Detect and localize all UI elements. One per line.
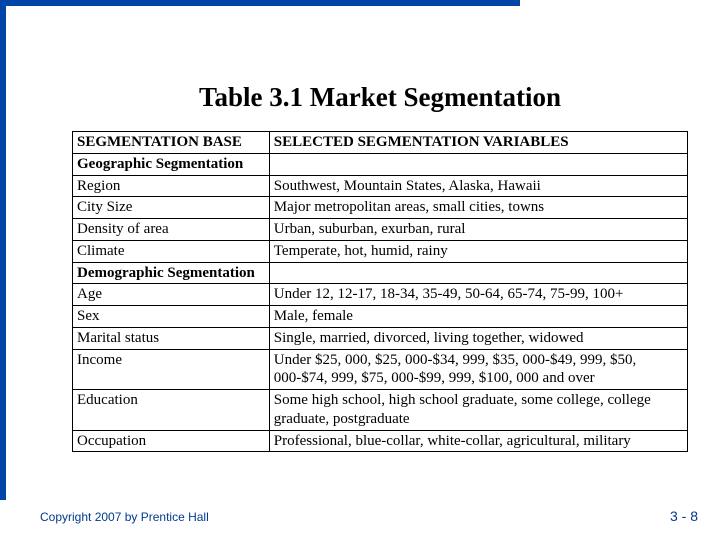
cell-base: Climate	[73, 240, 270, 262]
page-number: 3 - 8	[670, 508, 698, 524]
segmentation-table: SEGMENTATION BASESELECTED SEGMENTATION V…	[72, 131, 688, 452]
cell-base: Demographic Segmentation	[73, 262, 270, 284]
copyright-text: Copyright 2007 by Prentice Hall	[40, 510, 209, 524]
cell-base: Occupation	[73, 430, 270, 452]
cell-base: Marital status	[73, 327, 270, 349]
cell-vars	[269, 153, 687, 175]
table-row: City SizeMajor metropolitan areas, small…	[73, 197, 688, 219]
cell-base: Age	[73, 284, 270, 306]
cell-vars: Urban, suburban, exurban, rural	[269, 219, 687, 241]
cell-vars: Southwest, Mountain States, Alaska, Hawa…	[269, 175, 687, 197]
cell-base: Region	[73, 175, 270, 197]
cell-vars: Professional, blue-collar, white-collar,…	[269, 430, 687, 452]
cell-base: City Size	[73, 197, 270, 219]
cell-vars: Temperate, hot, humid, rainy	[269, 240, 687, 262]
slide-title: Table 3.1 Market Segmentation	[72, 82, 688, 113]
cell-base: Education	[73, 390, 270, 431]
table-row: SexMale, female	[73, 306, 688, 328]
decor-bar-left	[0, 0, 6, 500]
cell-vars: SELECTED SEGMENTATION VARIABLES	[269, 132, 687, 154]
cell-vars: Male, female	[269, 306, 687, 328]
table-row: Density of areaUrban, suburban, exurban,…	[73, 219, 688, 241]
cell-base: Income	[73, 349, 270, 390]
cell-base: Density of area	[73, 219, 270, 241]
cell-base: Sex	[73, 306, 270, 328]
cell-base: SEGMENTATION BASE	[73, 132, 270, 154]
table-row: Demographic Segmentation	[73, 262, 688, 284]
table-row: SEGMENTATION BASESELECTED SEGMENTATION V…	[73, 132, 688, 154]
cell-vars: Under $25, 000, $25, 000-$34, 999, $35, …	[269, 349, 687, 390]
segmentation-table-body: SEGMENTATION BASESELECTED SEGMENTATION V…	[73, 132, 688, 452]
table-row: Geographic Segmentation	[73, 153, 688, 175]
table-row: ClimateTemperate, hot, humid, rainy	[73, 240, 688, 262]
cell-vars: Single, married, divorced, living togeth…	[269, 327, 687, 349]
slide-content: Table 3.1 Market Segmentation SEGMENTATI…	[72, 82, 688, 452]
table-row: RegionSouthwest, Mountain States, Alaska…	[73, 175, 688, 197]
cell-vars: Some high school, high school graduate, …	[269, 390, 687, 431]
table-row: AgeUnder 12, 12-17, 18-34, 35-49, 50-64,…	[73, 284, 688, 306]
cell-vars	[269, 262, 687, 284]
table-row: IncomeUnder $25, 000, $25, 000-$34, 999,…	[73, 349, 688, 390]
table-row: Marital statusSingle, married, divorced,…	[73, 327, 688, 349]
cell-base: Geographic Segmentation	[73, 153, 270, 175]
cell-vars: Major metropolitan areas, small cities, …	[269, 197, 687, 219]
table-row: OccupationProfessional, blue-collar, whi…	[73, 430, 688, 452]
table-row: EducationSome high school, high school g…	[73, 390, 688, 431]
cell-vars: Under 12, 12-17, 18-34, 35-49, 50-64, 65…	[269, 284, 687, 306]
decor-bar-top	[0, 0, 520, 6]
